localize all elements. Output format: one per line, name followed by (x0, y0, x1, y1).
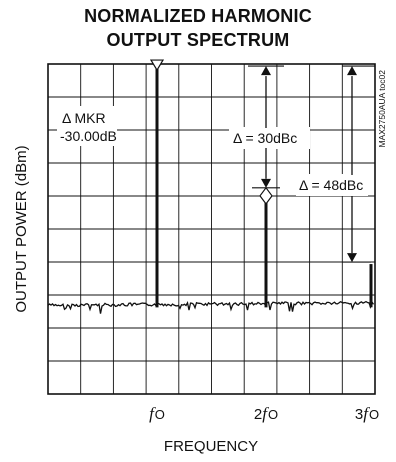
delta-48-label-box (296, 174, 368, 196)
annotation-group: Δ MKR -30.00dB Δ = 30dBc Δ = 48dBc (57, 59, 375, 263)
x-tick-label-1: fO (149, 404, 165, 423)
delta-30-arrowhead-up (261, 66, 271, 76)
marker-delta-label: Δ MKR (62, 110, 106, 126)
trace-group (47, 66, 375, 314)
plot-frame (47, 63, 376, 395)
x-tick-labels: fO 2fO 3fO (149, 404, 379, 423)
delta-48-arrowhead-down (347, 253, 357, 263)
x-tick-label-2: 2fO (254, 404, 278, 423)
chart-title-line-2: OUTPUT SPECTRUM (106, 30, 290, 50)
delta-30-label-box (229, 127, 310, 149)
x-axis-label: FREQUENCY (164, 438, 258, 455)
mkr-label-box (57, 106, 117, 146)
noise-floor-trace (47, 300, 375, 314)
watermark-label: MAX2750AUA toc02 (377, 70, 387, 148)
chart-title-line-1: NORMALIZED HARMONIC (84, 6, 312, 26)
marker-delta-value: -30.00dB (60, 128, 117, 144)
delta-30-label: Δ = 30dBc (233, 130, 297, 146)
delta-48-label: Δ = 48dBc (299, 177, 363, 193)
marker-diamond (259, 186, 273, 205)
delta-30-arrowhead-down (261, 178, 271, 188)
delta-48-arrowhead-up (347, 66, 357, 76)
y-axis-label: OUTPUT POWER (dBm) (13, 145, 30, 312)
marker-triangle (149, 59, 165, 72)
x-tick-label-3: 3fO (355, 404, 379, 423)
